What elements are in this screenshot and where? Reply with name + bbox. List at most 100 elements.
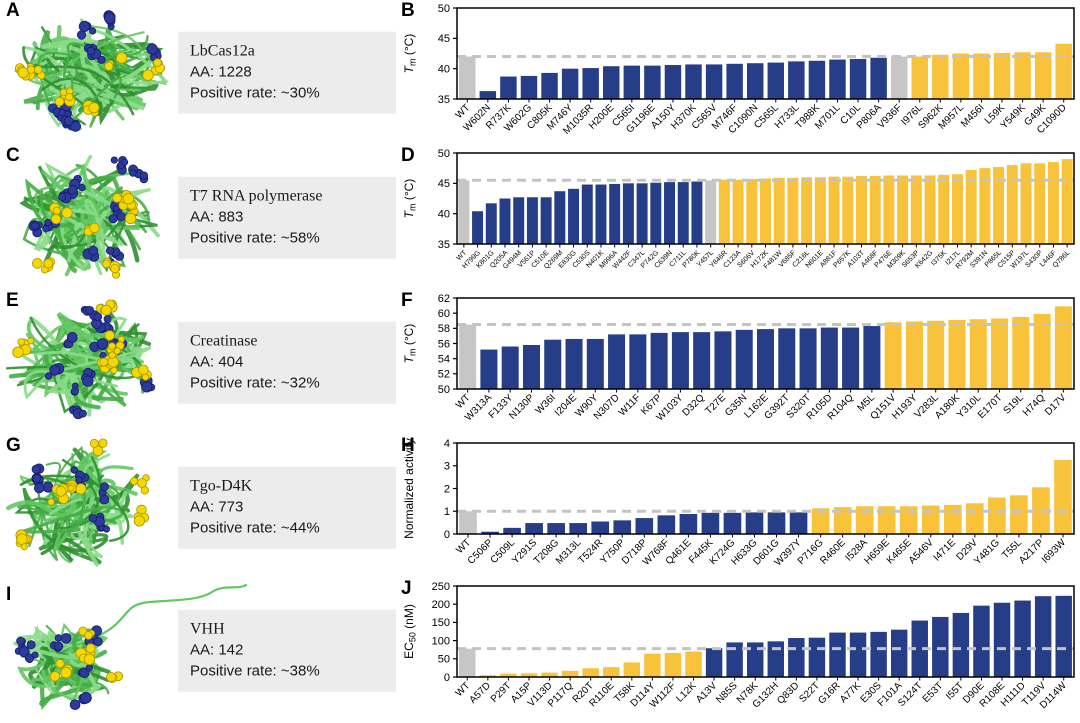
protein-positive-rate: Positive rate: ~32% — [190, 374, 320, 392]
panel-letter-i: I — [6, 584, 12, 605]
bar-chart-svg: 50525456586062WTW313AF133YN130PW36II204E… — [402, 293, 1075, 423]
mutation-site-spheres-yellow — [49, 659, 73, 682]
svg-text:E53T: E53T — [921, 680, 946, 705]
svg-text:52: 52 — [438, 369, 450, 381]
svg-text:A77K: A77K — [838, 680, 863, 705]
mutation-site-spheres-yellow — [54, 87, 76, 107]
svg-text:40: 40 — [438, 63, 450, 75]
mutation-site-spheres-yellow — [112, 190, 135, 205]
mutation-site-spheres-blue — [76, 20, 97, 40]
mutation-site-spheres-yellow — [104, 52, 128, 71]
bar-chart-svg: 050100150200250WTA57DP29TA15PV113DP117QR… — [402, 581, 1075, 711]
protein-structure-vhh — [0, 580, 250, 723]
svg-text:A57D: A57D — [468, 680, 493, 705]
svg-text:G16R: G16R — [816, 680, 842, 706]
svg-text:P29T: P29T — [489, 680, 514, 705]
mutation-site-spheres-yellow — [142, 58, 165, 81]
mutation-site-spheres-yellow — [102, 257, 121, 279]
figure-row-vhh: I VHH AA: 142 Positive rate: ~38% J 0 50 1… — [0, 578, 1080, 723]
svg-text:EC50 (nM): EC50 (nM) — [402, 604, 418, 659]
protein-name: Tgo-D4K — [190, 477, 253, 495]
svg-text:35: 35 — [438, 94, 450, 106]
mutation-site-spheres-yellow — [95, 299, 118, 316]
protein-ribbon-cartoon — [14, 10, 170, 132]
panel-letter-e: E — [6, 290, 19, 311]
mutation-site-spheres-blue — [80, 305, 103, 322]
protein-aa-count: AA: 1228 — [190, 63, 252, 81]
protein-positive-rate: Positive rate: ~58% — [190, 229, 320, 247]
bar-chart-t7-tm: 35 40 45 50 WT H799G K801G Q205A G494M V561P C510E… — [400, 145, 1080, 290]
panel-letter-b: B — [401, 0, 415, 21]
bar-chart-svg: 35404550WTH799GK801GQ205AG494MV561PC510E… — [402, 148, 1075, 271]
mutation-site-spheres-blue — [70, 466, 90, 483]
svg-text:E170T: E170T — [976, 392, 1005, 421]
mutation-site-spheres-yellow — [130, 474, 150, 495]
svg-text:54: 54 — [438, 353, 450, 365]
protein-structure-lbcas12a — [0, 2, 180, 147]
mutation-site-spheres-yellow — [12, 337, 35, 358]
mutation-site-spheres-yellow — [75, 643, 96, 666]
panel-letter-g: G — [6, 435, 21, 456]
protein-aa-count: AA: 773 — [190, 498, 244, 516]
svg-text:Tm (°C): Tm (°C) — [402, 34, 418, 74]
mutation-site-spheres-blue — [82, 245, 100, 262]
svg-text:I693W: I693W — [1040, 537, 1069, 566]
mutation-site-spheres-yellow — [106, 671, 124, 684]
protein-structure-tgo-d4k — [0, 437, 180, 582]
protein-aa-count: AA: 883 — [190, 208, 244, 226]
mutation-site-spheres-blue — [146, 43, 162, 62]
protein-ribbon-cartoon — [13, 583, 248, 710]
mutation-site-spheres-blue — [98, 482, 110, 505]
protein-name: Creatinase — [190, 332, 258, 350]
svg-text:45: 45 — [438, 178, 450, 190]
panel-letter-f: F — [401, 290, 413, 311]
protein-info-box-lbcas12a: LbCas12a AA: 1228 Positive rate: ~30% — [178, 31, 396, 114]
svg-text:1: 1 — [444, 506, 450, 518]
mutation-site-spheres-blue — [24, 651, 39, 663]
svg-text:A13V: A13V — [694, 680, 719, 705]
protein-info-box-creatinase: Creatinase AA: 404 Positive rate: ~32% — [178, 321, 396, 404]
svg-text:58: 58 — [438, 323, 450, 335]
protein-name: T7 RNA polymerase — [190, 187, 323, 205]
svg-text:W11F: W11F — [617, 392, 643, 418]
svg-text:200: 200 — [432, 599, 450, 611]
protein-info-box-vhh: VHH AA: 142 Positive rate: ~38% — [178, 609, 396, 692]
protein-ribbon-cartoon — [5, 299, 156, 420]
svg-text:N85S: N85S — [714, 680, 740, 706]
mutation-site-spheres-blue — [83, 43, 106, 64]
bar-chart-creatinase-tm: 50 52 54 56 58 60 62 WT W313A F133Y N130P W36I I204E… — [400, 290, 1080, 435]
mutation-site-spheres-yellow — [15, 529, 33, 551]
svg-text:40: 40 — [438, 208, 450, 220]
svg-text:50: 50 — [438, 654, 450, 666]
svg-text:2: 2 — [444, 483, 450, 495]
protein-structure-t7-rna-polymerase — [0, 147, 180, 292]
mutation-site-spheres-blue — [70, 382, 79, 396]
mutation-site-spheres-blue — [63, 332, 78, 349]
svg-text:50: 50 — [438, 384, 450, 396]
mutation-site-spheres-blue — [81, 367, 96, 387]
protein-positive-rate: Positive rate: ~30% — [190, 84, 320, 102]
mutation-site-spheres-blue — [89, 338, 109, 360]
mutation-site-spheres-blue — [103, 10, 116, 31]
svg-text:L12K: L12K — [674, 680, 699, 705]
panel-letter-c: C — [6, 145, 20, 166]
svg-text:I375K: I375K — [930, 249, 948, 267]
svg-text:C506P: C506P — [466, 537, 496, 567]
mutation-site-spheres-blue — [58, 184, 79, 204]
figure-row-lbcas12a: A LbCas12a AA: 1228 Positive rate: ~30% … — [0, 0, 1080, 145]
mutation-site-spheres-yellow — [83, 222, 100, 237]
mutation-site-spheres-blue — [77, 664, 93, 679]
bar-chart-tgo-d4k-activity: 0 1 2 3 4 WT C506P C509L Y291S T208G M313L T524R Y75… — [400, 435, 1080, 580]
svg-text:0: 0 — [444, 672, 450, 684]
protein-ribbon-cartoon — [6, 438, 150, 567]
protein-structure-creatinase — [0, 292, 180, 437]
mutation-site-spheres-blue — [69, 692, 92, 710]
svg-text:3: 3 — [444, 461, 450, 473]
mutation-site-spheres-blue — [45, 362, 65, 380]
mutation-site-spheres-yellow — [78, 626, 95, 640]
mutation-site-spheres-yellow — [96, 351, 119, 368]
mutation-site-spheres-yellow — [133, 504, 150, 527]
bar-chart-lbcas12a-tm: 35 40 45 50 WT W602N R737K W602G C805K M746Y M1035… — [400, 0, 1080, 145]
svg-text:50: 50 — [438, 3, 450, 15]
panel-letter-h: H — [401, 435, 415, 456]
